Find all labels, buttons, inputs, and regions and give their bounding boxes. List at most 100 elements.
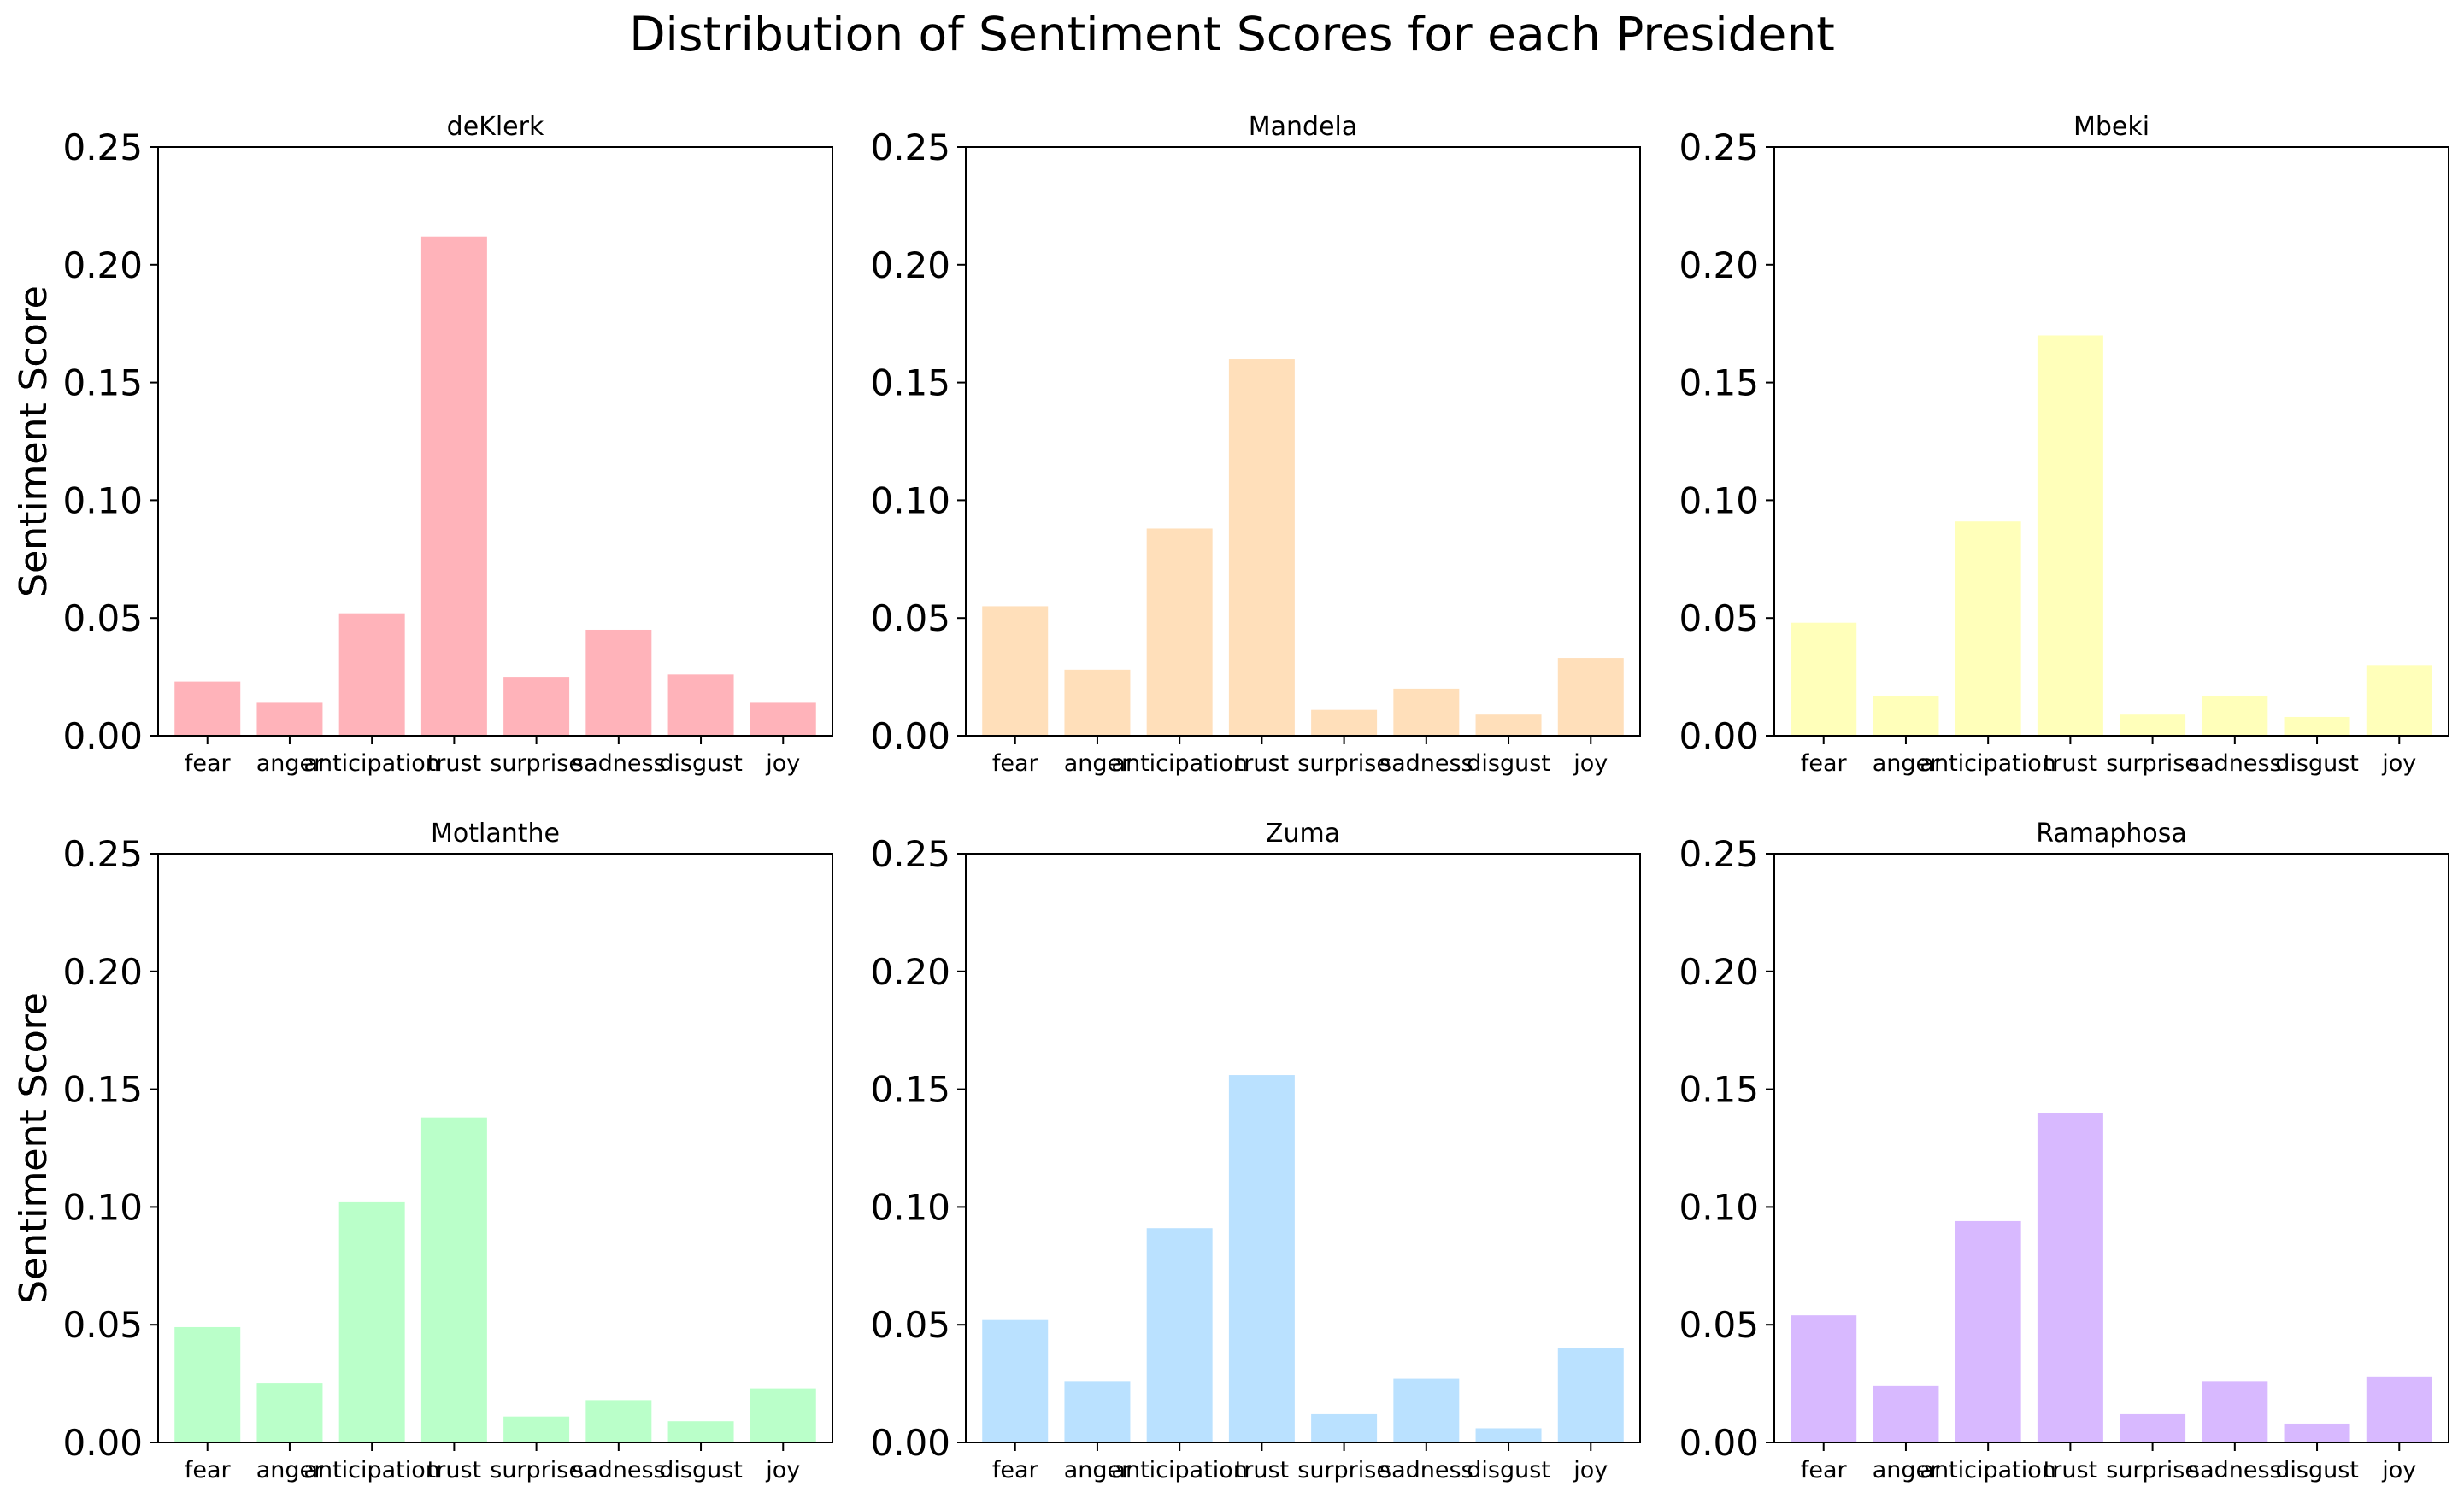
y-tick-label: 0.05 <box>870 1304 950 1346</box>
bar <box>2120 714 2186 736</box>
y-tick-label: 0.10 <box>62 479 143 521</box>
bar <box>1791 622 1857 736</box>
y-tick-label: 0.05 <box>1679 597 1759 639</box>
bar <box>2284 716 2350 736</box>
y-tick-label: 0.15 <box>62 1069 143 1111</box>
x-tick-label: sadness <box>2188 750 2282 777</box>
x-tick-label: trust <box>427 750 481 777</box>
subplot-title: Mbeki <box>2073 112 2149 142</box>
x-tick-label: joy <box>1573 750 1608 777</box>
subplot: Zuma Sentiment Score 0.00 0.05 0.10 0.15 0.20 0… <box>12 819 1641 1483</box>
bar <box>1228 359 1295 736</box>
bar <box>338 613 405 736</box>
x-tick-label: fear <box>992 1457 1039 1483</box>
bar <box>420 1117 487 1442</box>
subplot-title: Motlanthe <box>431 819 560 849</box>
bar <box>1393 1378 1460 1442</box>
x-tick-label: disgust <box>2275 1457 2359 1483</box>
y-tick-label: 0.25 <box>870 126 950 168</box>
x-tick-label: anticipation <box>1920 750 2056 777</box>
subplot-title: Mandela <box>1249 112 1358 142</box>
y-tick-label: 0.05 <box>870 597 950 639</box>
x-tick-label: joy <box>1573 1457 1608 1483</box>
y-tick-label: 0.20 <box>870 951 950 993</box>
bar <box>2284 1423 2350 1442</box>
y-tick-label: 0.05 <box>62 1304 143 1346</box>
x-tick-label: sadness <box>1379 1457 1473 1483</box>
x-tick-label: trust <box>2044 1457 2097 1483</box>
x-tick-label: fear <box>185 1457 232 1483</box>
y-tick-label: 0.25 <box>62 126 143 168</box>
x-tick-label: anticipation <box>303 750 440 777</box>
y-tick-label: 0.20 <box>870 244 950 286</box>
bar <box>1475 1428 1542 1442</box>
y-tick-label: 0.00 <box>1679 715 1759 757</box>
bar <box>2037 1113 2103 1442</box>
bar <box>1557 658 1624 736</box>
y-tick-label: 0.25 <box>870 833 950 875</box>
bar <box>1228 1075 1295 1442</box>
x-tick-label: trust <box>427 1457 481 1483</box>
subplot-title: deKlerk <box>447 112 544 142</box>
bar <box>1873 1385 1939 1442</box>
y-tick-label: 0.10 <box>1679 1186 1759 1228</box>
x-tick-label: fear <box>1801 1457 1848 1483</box>
x-tick-label: sadness <box>2188 1457 2282 1483</box>
bar <box>2202 696 2268 736</box>
y-axis-label: Sentiment Score <box>12 285 56 597</box>
bar <box>667 674 734 736</box>
x-tick-label: surprise <box>1297 750 1391 777</box>
x-tick-label: anticipation <box>1111 750 1248 777</box>
y-tick-label: 0.20 <box>62 951 143 993</box>
y-tick-label: 0.10 <box>62 1186 143 1228</box>
bar <box>1064 1381 1131 1442</box>
subplot: Ramaphosa Sentiment Score 0.00 0.05 0.10 0.15… <box>12 819 2449 1483</box>
x-tick-label: anger <box>1064 1457 1132 1483</box>
y-tick-label: 0.20 <box>1679 951 1759 993</box>
y-tick-label: 0.15 <box>1679 1069 1759 1111</box>
x-tick-label: anger <box>1064 750 1132 777</box>
bar <box>256 702 323 736</box>
bar <box>1146 528 1213 736</box>
y-axis-label: Sentiment Score <box>12 992 56 1304</box>
axes-frame <box>965 146 1641 737</box>
y-tick-label: 0.20 <box>1679 244 1759 286</box>
y-tick-label: 0.00 <box>62 715 143 757</box>
y-tick-label: 0.15 <box>1679 362 1759 404</box>
x-tick-label: joy <box>2381 1457 2416 1483</box>
axes-frame <box>1773 146 2449 737</box>
y-axis-label: Sentiment Score <box>12 285 56 597</box>
subplot: Mbeki Sentiment Score 0.00 0.05 0.10 0.15 0.20… <box>12 112 2449 777</box>
x-tick-label: surprise <box>490 750 583 777</box>
x-tick-label: anger <box>256 750 324 777</box>
bar <box>503 1416 570 1442</box>
subplot: Motlanthe Sentiment Score 0.00 0.05 0.10 0.15… <box>12 819 833 1483</box>
x-tick-label: trust <box>2044 750 2097 777</box>
bar <box>1557 1348 1624 1442</box>
x-tick-label: anger <box>1873 750 1940 777</box>
bar <box>667 1421 734 1442</box>
bar <box>503 677 570 736</box>
x-tick-label: surprise <box>490 1457 583 1483</box>
bar <box>2120 1413 2186 1442</box>
x-tick-label: sadness <box>572 750 666 777</box>
bar <box>585 1400 652 1442</box>
x-tick-label: disgust <box>659 750 743 777</box>
bar <box>1955 521 2021 736</box>
x-tick-label: disgust <box>1467 1457 1550 1483</box>
y-tick-label: 0.05 <box>62 597 143 639</box>
y-tick-label: 0.15 <box>870 1069 950 1111</box>
x-tick-label: fear <box>1801 750 1848 777</box>
x-tick-label: sadness <box>1379 750 1473 777</box>
bar <box>750 1388 816 1442</box>
y-tick-label: 0.05 <box>1679 1304 1759 1346</box>
bar <box>1393 688 1460 736</box>
bar <box>982 606 1049 736</box>
bar <box>1475 714 1542 736</box>
bar <box>2366 665 2432 736</box>
bar <box>982 1319 1049 1442</box>
bar <box>174 681 241 736</box>
bar <box>256 1383 323 1442</box>
y-tick-label: 0.10 <box>1679 479 1759 521</box>
